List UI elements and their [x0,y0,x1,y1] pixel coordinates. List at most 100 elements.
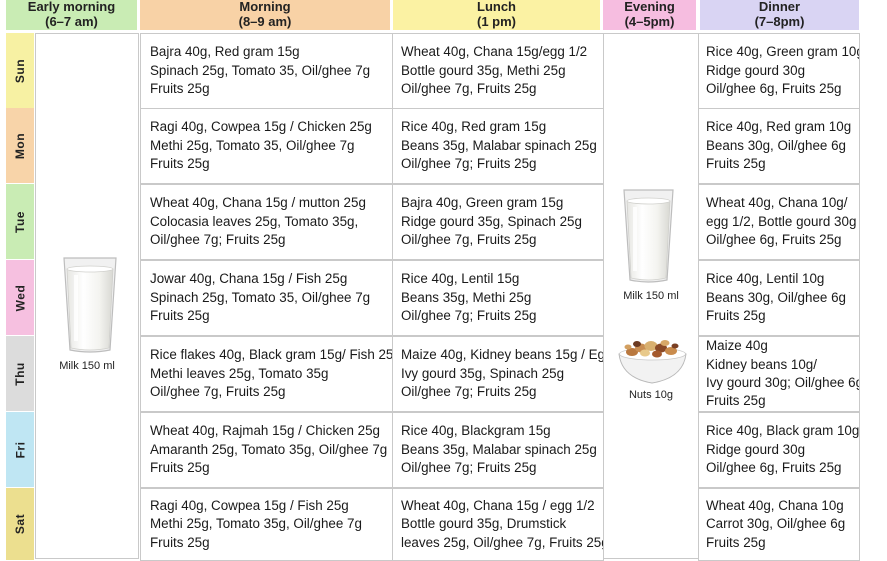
early-morning-label: Milk 150 ml [59,360,115,372]
meal-line: Ivy gourd 30g; Oil/ghee 6g [706,375,859,390]
day-label-tue: Tue [6,184,34,259]
meal-line: Fruits 25g [150,460,210,476]
dinner-cell-mon: Rice 40g, Red gram 10g Beans 30g, Oil/ghe… [698,108,860,184]
day-name: Wed [13,284,27,311]
meal-line: Oil/ghee 7g, Fruits 25g [150,384,286,400]
meal-line: Spinach 25g, Tomato 35, Oil/ghee 7g [150,62,371,78]
lunch-cell-mon: Rice 40g, Red gram 15g Beans 35g, Malabar… [392,108,604,184]
header-dinner: Dinner (7–8pm) [700,0,859,30]
meal-line: Wheat 40g, Chana 10g/ [706,195,848,211]
meal-line: Rice flakes 40g, Black gram 15g/ Fish 25… [150,347,392,363]
dinner-cell-tue: Wheat 40g, Chana 10g/egg 1/2, Bottle gou… [698,184,860,260]
meal-line: Fruits 25g [706,156,766,172]
meal-line: Rice 40g, Green gram 10g [706,44,859,60]
meal-line: Methi 25g, Tomato 35, Oil/ghee 7g [150,137,355,153]
meal-line: Bottle gourd 35g, Methi 25g [401,62,566,78]
day-name: Sun [12,58,27,83]
meal-line: egg 1/2, Bottle gourd 30g [706,213,857,229]
meal-line: Ragi 40g, Cowpea 15g / Fish 25g [150,497,349,513]
lunch-cell-wed: Rice 40g, Lentil 15g Beans 35g, Methi 25g… [392,260,604,336]
day-name: Thu [13,361,27,386]
header-morning-time: (8–9 am) [238,14,292,29]
meal-line: Ivy gourd 35g, Spinach 25g [401,365,565,381]
meal-line: Wheat 40g, Rajmah 15g / Chicken 25g [150,423,381,439]
meal-line: Ridge gourd 35g, Spinach 25g [401,213,582,229]
meal-line: leaves 25g, Oil/ghee 7g, Fruits 25g [401,534,603,550]
meal-line: Oil/ghee 7g; Fruits 25g [401,156,537,172]
meal-line: Beans 35g, Malabar spinach 25g [401,137,597,153]
lunch-cell-tue: Bajra 40g, Green gram 15g Ridge gourd 35g… [392,184,604,260]
meal-line: Beans 35g, Methi 25g [401,289,532,305]
meal-line: Fruits 25g [150,308,210,324]
meal-line: Fruits 25g [150,81,210,97]
meal-line: Oil/ghee 7g; Fruits 25g [401,308,537,324]
meal-line: Kidney beans 10g/ [706,356,817,372]
lunch-cell-fri: Rice 40g, Blackgram 15g Beans 35g, Malaba… [392,412,604,488]
dinner-cell-thu: Maize 40g Kidney beans 10g/Ivy gourd 30g;… [698,336,860,412]
meal-line: Beans 35g, Malabar spinach 25g [401,441,597,457]
meal-line: Beans 30g, Oil/ghee 6g [706,289,846,305]
meal-line: Wheat 40g, Chana 15g / mutton 25g [150,195,366,211]
milk-glass-icon [63,257,117,353]
day-name: Mon [13,132,27,159]
morning-cell-fri: Wheat 40g, Rajmah 15g / Chicken 25g Amara… [140,412,393,488]
meal-line: Beans 30g, Oil/ghee 6g [706,137,846,153]
day-name: Sat [13,513,27,535]
header-early-morning-time: (6–7 am) [45,14,98,29]
morning-cell-sun: Bajra 40g, Red gram 15g Spinach 25g, Toma… [140,33,393,109]
lunch-cell-sun: Wheat 40g, Chana 15g/egg 1/2 Bottle gourd… [392,33,604,109]
evening-milk-label: Milk 150 ml [623,290,679,302]
meal-line: Oil/ghee 6g, Fruits 25g [706,460,842,476]
morning-cell-thu: Rice flakes 40g, Black gram 15g/ Fish 25… [140,336,393,412]
meal-line: Oil/ghee 7g; Fruits 25g [401,384,537,400]
evening-nuts-label: Nuts 10g [628,389,674,401]
meal-line: Wheat 40g, Chana 15g / egg 1/2 [401,497,595,513]
meal-line: Oil/ghee 7g, Fruits 25g [401,232,537,248]
meal-line: Oil/ghee 6g, Fruits 25g [706,232,842,248]
meal-line: Rice 40g, Blackgram 15g [401,423,551,439]
meal-line: Fruits 25g [150,156,210,172]
lunch-cell-thu: Maize 40g, Kidney beans 15g / Egg 1/2 Ivy… [392,336,604,412]
meal-line: Bajra 40g, Green gram 15g [401,195,564,211]
meal-line: Wheat 40g, Chana 10g [706,497,844,513]
meal-line: Oil/ghee 7g; Fruits 25g [150,232,286,248]
meal-line: Ridge gourd 30g [706,62,806,78]
milk-glass-icon [623,189,674,283]
meal-line: Rice 40g, Black gram 10g [706,423,859,439]
header-dinner-title: Dinner [758,0,801,14]
meal-line: Maize 40g, Kidney beans 15g / Egg 1/2 [401,347,603,363]
meal-line: Fruits 25g [706,308,766,324]
meal-line: Amaranth 25g, Tomato 35g, Oil/ghee 7g [150,441,388,457]
header-morning: Morning (8–9 am) [140,0,390,30]
day-name: Fri [13,441,27,458]
header-dinner-time: (7–8pm) [754,14,805,29]
meal-line: Fruits 25g [706,393,766,409]
meal-line: Methi 25g, Tomato 35g, Oil/ghee 7g [150,516,362,532]
day-label-mon: Mon [6,108,34,183]
header-lunch-title: Lunch [477,0,516,14]
day-label-fri: Fri [6,412,34,487]
meal-line: Carrot 30g, Oil/ghee 6g [706,516,846,532]
meal-line: Rice 40g, Lentil 10g [706,271,825,287]
meal-line: Rice 40g, Lentil 15g [401,271,520,287]
header-evening-title: Evening [624,0,675,14]
meal-line: Jowar 40g, Chana 15g / Fish 25g [150,271,348,287]
day-label-sun: Sun [6,33,34,108]
header-morning-title: Morning [239,0,291,14]
meal-line: Bajra 40g, Red gram 15g [150,44,300,60]
meal-line: Bottle gourd 35g, Drumstick [401,516,567,532]
meal-line: Fruits 25g [706,534,766,550]
dinner-cell-sat: Wheat 40g, Chana 10g Carrot 30g, Oil/ghee… [698,488,860,561]
nuts-bowl-icon [618,340,687,384]
dinner-cell-sun: Rice 40g, Green gram 10g Ridge gourd 30g O… [698,33,860,109]
day-label-wed: Wed [6,260,34,335]
meal-line: Methi leaves 25g, Tomato 35g [150,365,329,381]
meal-line: Rice 40g, Red gram 15g [401,119,547,135]
morning-cell-tue: Wheat 40g, Chana 15g / mutton 25g Colocas… [140,184,393,260]
morning-cell-sat: Ragi 40g, Cowpea 15g / Fish 25g Methi 25g… [140,488,393,561]
header-early-morning: Early morning (6–7 am) [6,0,137,30]
dinner-cell-wed: Rice 40g, Lentil 10g Beans 30g, Oil/ghee … [698,260,860,336]
meal-line: Oil/ghee 7g; Fruits 25g [401,460,537,476]
meal-line: Rice 40g, Red gram 10g [706,119,852,135]
meal-line: Oil/ghee 6g, Fruits 25g [706,81,842,97]
